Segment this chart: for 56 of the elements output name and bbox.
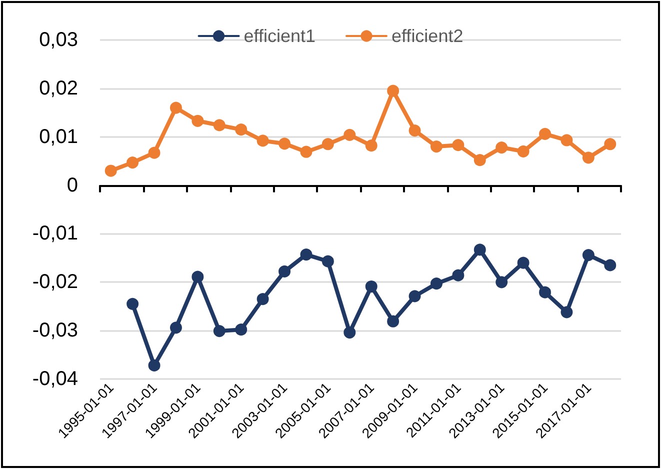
point <box>322 138 334 150</box>
point <box>104 164 117 177</box>
point <box>365 140 378 152</box>
point <box>517 256 530 269</box>
point <box>517 145 530 158</box>
legend-label: efficient1 <box>244 26 316 46</box>
point <box>474 244 486 256</box>
point <box>474 154 486 166</box>
point <box>192 114 204 127</box>
point <box>539 128 552 140</box>
point <box>496 276 508 288</box>
legend-label: efficient2 <box>392 26 464 46</box>
point <box>560 306 573 318</box>
point <box>452 139 464 152</box>
point <box>300 146 312 158</box>
point <box>170 102 182 114</box>
point <box>582 249 594 262</box>
point <box>235 324 248 336</box>
y-tick-label: 0,01 <box>39 126 78 148</box>
point <box>126 156 139 169</box>
y-tick-label: 0,02 <box>39 77 78 100</box>
y-tick-label: 0,03 <box>39 29 78 51</box>
point <box>278 138 291 150</box>
point <box>213 119 226 132</box>
point <box>560 134 573 146</box>
point <box>344 128 356 141</box>
point <box>300 248 312 261</box>
y-tick-label: -0,03 <box>32 320 78 342</box>
point <box>408 124 421 137</box>
point <box>344 326 356 339</box>
point <box>604 138 616 150</box>
point <box>430 278 442 290</box>
point <box>278 265 291 278</box>
point <box>148 359 160 372</box>
point <box>148 146 160 159</box>
point <box>192 270 204 283</box>
point <box>256 134 269 147</box>
point <box>496 142 508 154</box>
point <box>235 124 248 136</box>
point <box>213 325 226 338</box>
point <box>365 280 378 292</box>
point <box>256 293 269 306</box>
point <box>126 298 139 310</box>
y-tick-label: -0,01 <box>32 222 78 245</box>
y-tick-label: 0 <box>66 174 78 196</box>
point <box>170 322 182 334</box>
point <box>582 152 594 164</box>
point <box>408 290 421 302</box>
point <box>452 269 464 282</box>
point <box>604 259 616 272</box>
point <box>387 315 400 328</box>
point <box>322 255 334 268</box>
point <box>539 286 552 298</box>
y-tick-label: -0,02 <box>32 271 78 294</box>
point <box>387 84 400 97</box>
point <box>430 140 442 153</box>
